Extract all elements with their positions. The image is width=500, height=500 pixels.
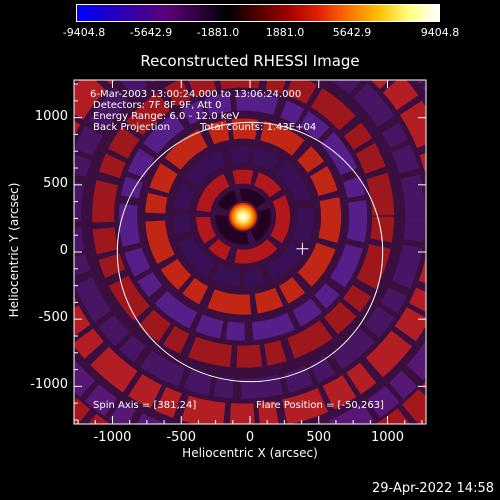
solar-limb-circle — [116, 121, 384, 383]
intensity-ring — [74, 80, 426, 424]
colorbar-tick-label: 5642.9 — [332, 26, 372, 39]
timestamp: 29-Apr-2022 14:58 — [372, 481, 494, 496]
intensity-ring — [74, 80, 426, 399]
intensity-ring — [215, 188, 272, 245]
colorbar-tick-label: -1881.0 — [196, 26, 240, 39]
heatmap-image — [74, 80, 426, 424]
detectors-text: Detectors: 7F 8F 9F, Att 0 — [93, 100, 222, 111]
colorbar-tick-label: 1881.0 — [265, 26, 305, 39]
x-tick-label: -1000 — [93, 430, 132, 445]
y-tick-label: -1000 — [30, 377, 68, 393]
x-tick-label: -500 — [166, 430, 197, 445]
time-range-text: 6-Mar-2003 13:00:24.000 to 13:06:24.000 — [90, 89, 302, 100]
axis-ticks — [74, 80, 426, 424]
method-text: Back Projection — [93, 122, 170, 133]
x-tick-label: 1000 — [370, 430, 405, 445]
colorbar — [76, 4, 440, 22]
x-tick-label: 0 — [245, 430, 255, 445]
intensity-ring — [173, 146, 314, 287]
x-axis-label: Heliocentric X (arcsec) — [182, 446, 318, 460]
colorbar-tick-label: 9404.8 — [420, 26, 460, 39]
energy-range-text: Energy Range: 6.0 - 12.0 keV — [93, 111, 240, 122]
flare-source-peak — [229, 202, 258, 231]
intensity-ring — [92, 80, 395, 368]
y-tick-label: 0 — [59, 243, 68, 258]
intensity-ring — [196, 169, 291, 264]
y-tick-label: 1000 — [34, 108, 68, 124]
flare-position-text: Flare Position = [-50,263] — [256, 400, 384, 411]
spin-axis-text: Spin Axis = [381,24] — [93, 400, 197, 411]
colorbar-tick-label: -5642.9 — [129, 26, 173, 39]
x-tick-label: 500 — [306, 430, 332, 445]
chart-title: Reconstructed RHESSI Image — [140, 52, 360, 70]
y-tick-label: -500 — [38, 310, 68, 326]
intensity-ring — [145, 118, 342, 315]
y-tick-label: 500 — [43, 175, 68, 191]
intensity-ring — [119, 92, 368, 341]
total-counts-text: Total counts: 1.43E+04 — [200, 122, 317, 133]
colorbar-tick-label: -9404.8 — [62, 26, 106, 39]
y-axis-label: Heliocentric Y (arcsec) — [6, 182, 21, 318]
